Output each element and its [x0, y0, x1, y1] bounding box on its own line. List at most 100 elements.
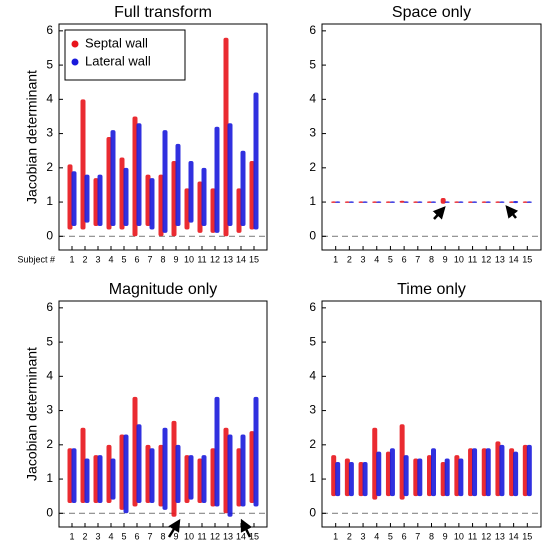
strip-range — [71, 448, 77, 504]
strip-range — [84, 458, 90, 504]
strip-range — [403, 455, 409, 497]
y-tick-label: 0 — [309, 505, 316, 519]
strip-range — [348, 201, 354, 203]
strip-range — [171, 160, 177, 237]
strip-range — [184, 188, 190, 230]
strip-range — [249, 431, 255, 504]
strip-range — [454, 201, 460, 203]
strip-range — [444, 201, 450, 203]
strip-range — [372, 201, 378, 203]
y-tick-label: 0 — [46, 228, 53, 242]
x-tick-label: 4 — [108, 531, 113, 541]
x-tick-label: 4 — [108, 254, 113, 264]
x-tick-label: 10 — [454, 531, 464, 541]
x-tick-label: 3 — [95, 254, 100, 264]
strip-range — [201, 455, 207, 504]
strip-range — [123, 434, 129, 514]
strip-range — [149, 178, 155, 230]
x-tick-label: 1 — [69, 531, 74, 541]
strip-range — [253, 92, 259, 230]
strip-range — [158, 174, 164, 237]
strip-range — [149, 448, 155, 504]
x-tick-label: 4 — [374, 254, 379, 264]
x-tick-label: 9 — [443, 531, 448, 541]
x-tick-label: 3 — [95, 531, 100, 541]
x-tick-label: 11 — [468, 254, 477, 264]
y-tick-label: 3 — [46, 126, 53, 140]
strip-range — [236, 448, 242, 507]
y-tick-label: 4 — [46, 92, 53, 106]
y-tick-label: 2 — [46, 160, 53, 174]
x-tick-label: 14 — [509, 254, 519, 264]
x-tick-label: 14 — [236, 254, 246, 264]
x-tick-label: 2 — [347, 254, 352, 264]
x-tick-label: 2 — [347, 531, 352, 541]
strip-range — [123, 167, 129, 227]
x-tick-label: 12 — [210, 531, 220, 541]
strip-range — [458, 458, 464, 497]
strip-range — [417, 201, 423, 203]
y-tick-label: 6 — [46, 300, 53, 314]
y-tick-label: 2 — [309, 160, 316, 174]
strip-range — [119, 157, 125, 230]
strip-range — [335, 201, 341, 203]
strip-range — [413, 201, 419, 203]
arrow — [167, 518, 181, 538]
panel-title: Full transform — [114, 4, 212, 21]
strip-range — [485, 448, 491, 497]
strip-range — [509, 448, 515, 497]
y-tick-label: 0 — [309, 228, 316, 242]
strip-range — [136, 123, 142, 227]
strip-range — [526, 444, 532, 497]
strip-range — [427, 455, 432, 497]
legend-box — [64, 29, 186, 81]
x-tick-label: 8 — [429, 531, 434, 541]
y-tick-label: 0 — [46, 505, 53, 519]
strip-range — [427, 201, 432, 203]
y-tick-label: 1 — [46, 194, 53, 208]
y-tick-label: 5 — [46, 57, 53, 71]
strip-range — [522, 444, 528, 497]
strip-range — [119, 434, 125, 510]
strip-range — [223, 427, 229, 514]
x-tick-label: 11 — [197, 254, 206, 264]
x-tick-label: 15 — [249, 531, 259, 541]
x-tick-label: 13 — [495, 531, 505, 541]
x-tick-label: 5 — [388, 531, 393, 541]
strip-range — [399, 200, 405, 203]
y-tick-label: 6 — [309, 300, 316, 314]
strip-range — [93, 178, 99, 227]
strip-range — [67, 448, 73, 504]
x-tick-label: 7 — [147, 531, 152, 541]
strip-range — [376, 201, 382, 203]
strip-range — [197, 181, 203, 233]
strip-range — [472, 448, 478, 497]
x-tick-label: 8 — [429, 254, 434, 264]
x-tick-label: 5 — [388, 254, 393, 264]
x-tick-label: 12 — [210, 254, 220, 264]
x-tick-label: 6 — [134, 531, 139, 541]
x-tick-label: 3 — [361, 254, 366, 264]
strip-range — [331, 455, 337, 497]
strip-range — [201, 167, 207, 227]
x-tick-label: 13 — [495, 254, 505, 264]
strip-range — [71, 171, 77, 227]
strip-range — [240, 434, 246, 507]
y-tick-label: 2 — [309, 437, 316, 451]
x-tick-label: 10 — [454, 254, 464, 264]
panel-title: Time only — [397, 281, 466, 298]
x-tick-label: 6 — [134, 254, 139, 264]
strip-range — [171, 420, 177, 517]
annotation-arrows — [167, 205, 519, 538]
strip-range — [67, 164, 73, 230]
x-tick-label: 5 — [121, 531, 126, 541]
y-tick-label: 3 — [309, 126, 316, 140]
y-tick-label: 4 — [46, 369, 53, 383]
strip-range — [132, 116, 138, 237]
arrow — [432, 206, 446, 220]
strip-range — [385, 201, 391, 203]
